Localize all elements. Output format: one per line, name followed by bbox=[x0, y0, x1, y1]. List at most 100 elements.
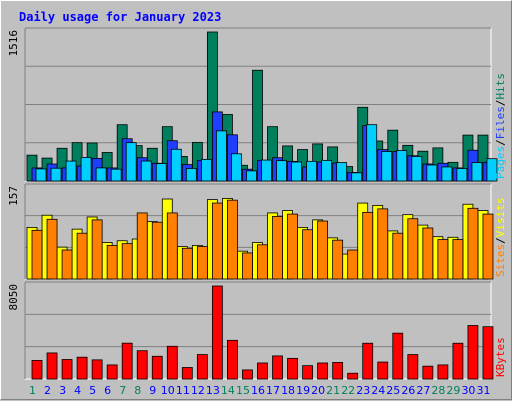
bar-kbytes-day-30 bbox=[467, 325, 479, 380]
legend: Sites/Visits bbox=[494, 198, 507, 278]
bar-sites-day-19 bbox=[302, 229, 313, 280]
bar-kbytes-day-1 bbox=[31, 359, 43, 380]
bar-pages-day-18 bbox=[291, 161, 302, 182]
bar-kbytes-day-5 bbox=[91, 359, 103, 380]
x-tick-label-25: 25 bbox=[386, 384, 400, 397]
bar-sites-day-2 bbox=[46, 218, 58, 280]
x-tick-label-20: 20 bbox=[311, 384, 325, 397]
bar-pages-day-13 bbox=[215, 130, 227, 182]
x-tick-label-18: 18 bbox=[281, 384, 295, 397]
bar-pages-day-1 bbox=[35, 168, 47, 182]
bar-kbytes-day-21 bbox=[332, 361, 344, 380]
bar-sites-day-25 bbox=[392, 232, 404, 280]
bar-sites-day-17 bbox=[272, 216, 283, 280]
bar-pages-day-5 bbox=[95, 167, 107, 182]
legend-separator: / bbox=[494, 139, 507, 146]
bar-kbytes-day-8 bbox=[136, 350, 148, 380]
bar-pages-day-17 bbox=[276, 160, 287, 182]
panel-kbytes: 8050 KBytes bbox=[7, 281, 507, 380]
bar-kbytes-day-16 bbox=[257, 362, 268, 380]
x-tick-label-10: 10 bbox=[161, 384, 175, 397]
bar-kbytes-day-26 bbox=[407, 354, 419, 380]
bar-kbytes-day-18 bbox=[287, 357, 298, 380]
bar-sites-day-3 bbox=[61, 249, 73, 280]
bar-sites-day-28 bbox=[437, 239, 449, 280]
bar-kbytes-day-20 bbox=[317, 362, 329, 380]
bar-sites-day-29 bbox=[452, 239, 464, 280]
bar-pages-day-4 bbox=[80, 157, 92, 182]
x-tick-label-16: 16 bbox=[251, 384, 265, 397]
bar-sites-day-1 bbox=[31, 229, 43, 280]
x-tick-label-13: 13 bbox=[206, 384, 220, 397]
bar-pages-day-9 bbox=[155, 163, 167, 182]
bar-kbytes-day-6 bbox=[106, 364, 118, 380]
x-tick-label-29: 29 bbox=[446, 384, 460, 397]
bar-kbytes-day-11 bbox=[181, 367, 193, 380]
x-tick-label-11: 11 bbox=[176, 384, 190, 397]
series-kbytes bbox=[31, 285, 494, 380]
x-tick-label-23: 23 bbox=[356, 384, 370, 397]
bar-sites-day-18 bbox=[287, 213, 298, 280]
bar-pages-day-22 bbox=[351, 172, 363, 182]
bar-kbytes-day-28 bbox=[437, 364, 449, 380]
bar-kbytes-day-15 bbox=[242, 369, 253, 380]
bar-sites-day-12 bbox=[196, 246, 208, 280]
legend-hits: Hits bbox=[494, 73, 507, 100]
bar-pages-day-3 bbox=[65, 160, 77, 182]
bar-sites-day-6 bbox=[106, 244, 118, 280]
legend: Pages/Files/Hits bbox=[494, 73, 507, 179]
x-tick-label-30: 30 bbox=[461, 384, 475, 397]
bar-pages-day-23 bbox=[366, 124, 378, 182]
bar-sites-day-14 bbox=[227, 199, 238, 280]
x-tick-label-19: 19 bbox=[296, 384, 310, 397]
bar-kbytes-day-3 bbox=[61, 359, 73, 380]
bar-sites-day-7 bbox=[121, 243, 133, 280]
y-max-label: 157 bbox=[7, 186, 20, 206]
x-tick-label-4: 4 bbox=[74, 384, 81, 397]
bar-kbytes-day-31 bbox=[482, 326, 494, 380]
x-tick-label-21: 21 bbox=[326, 384, 340, 397]
bar-kbytes-day-4 bbox=[76, 356, 88, 380]
bar-sites-day-26 bbox=[407, 218, 419, 280]
bar-pages-day-29 bbox=[456, 168, 468, 182]
bar-pages-day-26 bbox=[411, 156, 423, 182]
bar-pages-day-19 bbox=[306, 160, 317, 182]
bar-sites-day-5 bbox=[91, 219, 103, 280]
bar-kbytes-day-25 bbox=[392, 332, 404, 380]
legend: KBytes bbox=[494, 337, 507, 377]
chart-title: Daily usage for January 2023 bbox=[19, 10, 221, 24]
bar-sites-day-30 bbox=[467, 207, 479, 280]
x-tick-label-1: 1 bbox=[29, 384, 36, 397]
x-tick-label-22: 22 bbox=[341, 384, 355, 397]
bar-sites-day-15 bbox=[242, 252, 253, 280]
series-sites bbox=[31, 199, 494, 280]
x-tick-label-28: 28 bbox=[431, 384, 445, 397]
series-pages bbox=[35, 124, 498, 182]
bar-kbytes-day-23 bbox=[362, 342, 374, 380]
y-max-label: 1516 bbox=[7, 30, 20, 57]
x-tick-label-7: 7 bbox=[119, 384, 126, 397]
bar-sites-day-10 bbox=[166, 212, 178, 280]
bar-pages-day-28 bbox=[441, 166, 453, 182]
x-tick-label-3: 3 bbox=[59, 384, 66, 397]
bar-kbytes-day-2 bbox=[46, 352, 58, 380]
x-axis-labels: 1 2 3 4 5 6 7 8 9 10 11 12 13 14 15 16 17 18 19 20 21 22 23 24 2… bbox=[29, 384, 490, 397]
bar-pages-day-20 bbox=[321, 159, 333, 182]
bar-sites-day-27 bbox=[422, 227, 434, 280]
bar-kbytes-day-9 bbox=[151, 355, 163, 380]
panel-visits-sites: 157 Sites/Visits bbox=[7, 183, 507, 280]
legend-files: Files bbox=[494, 106, 507, 139]
bar-sites-day-21 bbox=[332, 239, 344, 280]
bar-kbytes-day-12 bbox=[196, 354, 208, 380]
x-tick-label-27: 27 bbox=[416, 384, 430, 397]
bar-kbytes-day-10 bbox=[166, 345, 178, 380]
bar-kbytes-day-14 bbox=[227, 339, 238, 380]
x-tick-label-2: 2 bbox=[44, 384, 51, 397]
bar-pages-day-16 bbox=[261, 159, 272, 182]
bar-pages-day-21 bbox=[336, 162, 348, 182]
bar-sites-day-13 bbox=[211, 202, 223, 280]
x-tick-label-15: 15 bbox=[236, 384, 250, 397]
